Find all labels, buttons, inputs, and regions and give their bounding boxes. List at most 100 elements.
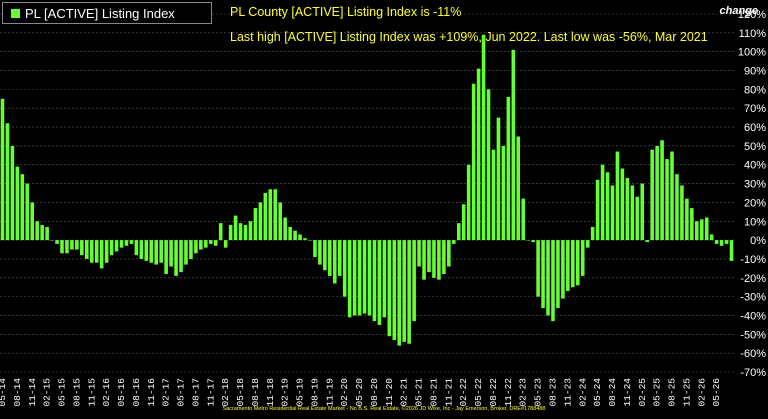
bar xyxy=(179,240,183,273)
bar xyxy=(392,240,397,340)
bar xyxy=(263,193,268,241)
x-tick-label: 08-16 xyxy=(131,378,142,407)
bar xyxy=(174,240,178,276)
bar xyxy=(680,185,684,241)
bar xyxy=(729,240,734,261)
x-tick-label: 11-25 xyxy=(681,378,692,407)
bar xyxy=(511,49,516,241)
bar xyxy=(685,198,689,241)
bar xyxy=(640,183,645,241)
bar xyxy=(585,240,590,248)
x-tick-label: 02-26 xyxy=(696,378,707,407)
x-tick-label: 05-19 xyxy=(295,378,306,407)
y-tick-label: 110% xyxy=(739,28,767,40)
bar-series xyxy=(0,34,734,346)
bar xyxy=(233,215,238,241)
x-tick-label: 05-23 xyxy=(533,378,544,407)
x-tick-label: 02-15 xyxy=(42,378,53,407)
bar xyxy=(298,234,302,241)
bar xyxy=(615,151,620,241)
bar xyxy=(590,226,595,241)
bar xyxy=(471,83,476,241)
x-tick-label: 05-14 xyxy=(0,378,8,407)
bar xyxy=(595,179,600,241)
y-tick-label: 90% xyxy=(744,66,766,78)
x-tick-label: 05-17 xyxy=(176,378,187,407)
x-tick-label: 05-15 xyxy=(57,378,68,407)
bar xyxy=(501,145,506,241)
bar xyxy=(580,240,585,276)
bar xyxy=(442,240,446,275)
x-tick-label: 08-20 xyxy=(369,378,380,407)
bar xyxy=(25,183,30,241)
bar xyxy=(347,240,352,318)
bar xyxy=(10,145,15,241)
x-tick-label: 11-14 xyxy=(27,378,38,407)
bar xyxy=(605,172,610,241)
bar xyxy=(655,145,659,241)
y-tick-label: 100% xyxy=(738,47,766,59)
x-tick-label: 08-22 xyxy=(488,378,499,407)
bar xyxy=(154,240,159,265)
bar xyxy=(704,217,709,241)
x-tick-label: 11-18 xyxy=(265,378,276,407)
bar xyxy=(114,240,119,252)
bar xyxy=(89,240,94,263)
bar xyxy=(556,240,560,308)
y-tick-label: 60% xyxy=(744,122,766,134)
bar xyxy=(660,140,664,241)
x-tick-label: 08-15 xyxy=(71,378,82,407)
x-tick-label: 11-19 xyxy=(324,378,335,407)
bar xyxy=(367,240,372,316)
x-tick-label: 02-17 xyxy=(161,378,172,407)
bar xyxy=(526,240,530,241)
bar xyxy=(422,240,426,280)
bar xyxy=(273,189,278,241)
bar xyxy=(496,117,501,241)
bar xyxy=(134,240,139,256)
bar xyxy=(387,240,392,337)
x-axis-ticks: 05-14 08-14 11-14 02-15 05-15 08-15 11-15 02-16… xyxy=(0,378,722,407)
y-tick-label: 80% xyxy=(744,84,766,96)
bar xyxy=(427,240,431,273)
bar xyxy=(437,240,441,280)
x-tick-label: 08-24 xyxy=(607,378,618,407)
bar xyxy=(104,240,109,263)
bar xyxy=(80,240,84,256)
bar xyxy=(204,240,208,248)
bar xyxy=(456,223,461,241)
bar xyxy=(432,240,436,278)
y-tick-label: -10% xyxy=(740,254,766,266)
bar xyxy=(357,240,362,316)
y-tick-label: -20% xyxy=(740,273,766,285)
bar xyxy=(407,240,411,344)
bar xyxy=(600,164,605,241)
bar xyxy=(695,221,699,241)
bar xyxy=(139,240,144,259)
bar xyxy=(699,219,704,241)
bar xyxy=(0,98,5,241)
bar xyxy=(169,240,173,267)
x-tick-label: 11-22 xyxy=(503,378,514,407)
x-tick-label: 11-21 xyxy=(443,378,454,407)
bar xyxy=(719,240,724,246)
bar xyxy=(303,238,307,241)
bar xyxy=(258,202,263,241)
x-tick-label: 05-18 xyxy=(235,378,246,407)
bar xyxy=(5,123,10,241)
bar xyxy=(665,159,669,241)
bar xyxy=(382,240,387,318)
bar xyxy=(635,196,640,241)
bar xyxy=(397,240,402,346)
bar xyxy=(402,240,406,342)
bar xyxy=(328,240,332,276)
x-tick-label: 02-20 xyxy=(339,378,350,407)
x-tick-label: 11-16 xyxy=(146,378,157,407)
bar xyxy=(709,234,714,241)
bar xyxy=(412,240,416,322)
bar xyxy=(466,164,471,241)
bar xyxy=(50,240,54,241)
bar xyxy=(218,223,223,241)
bar xyxy=(575,240,580,286)
